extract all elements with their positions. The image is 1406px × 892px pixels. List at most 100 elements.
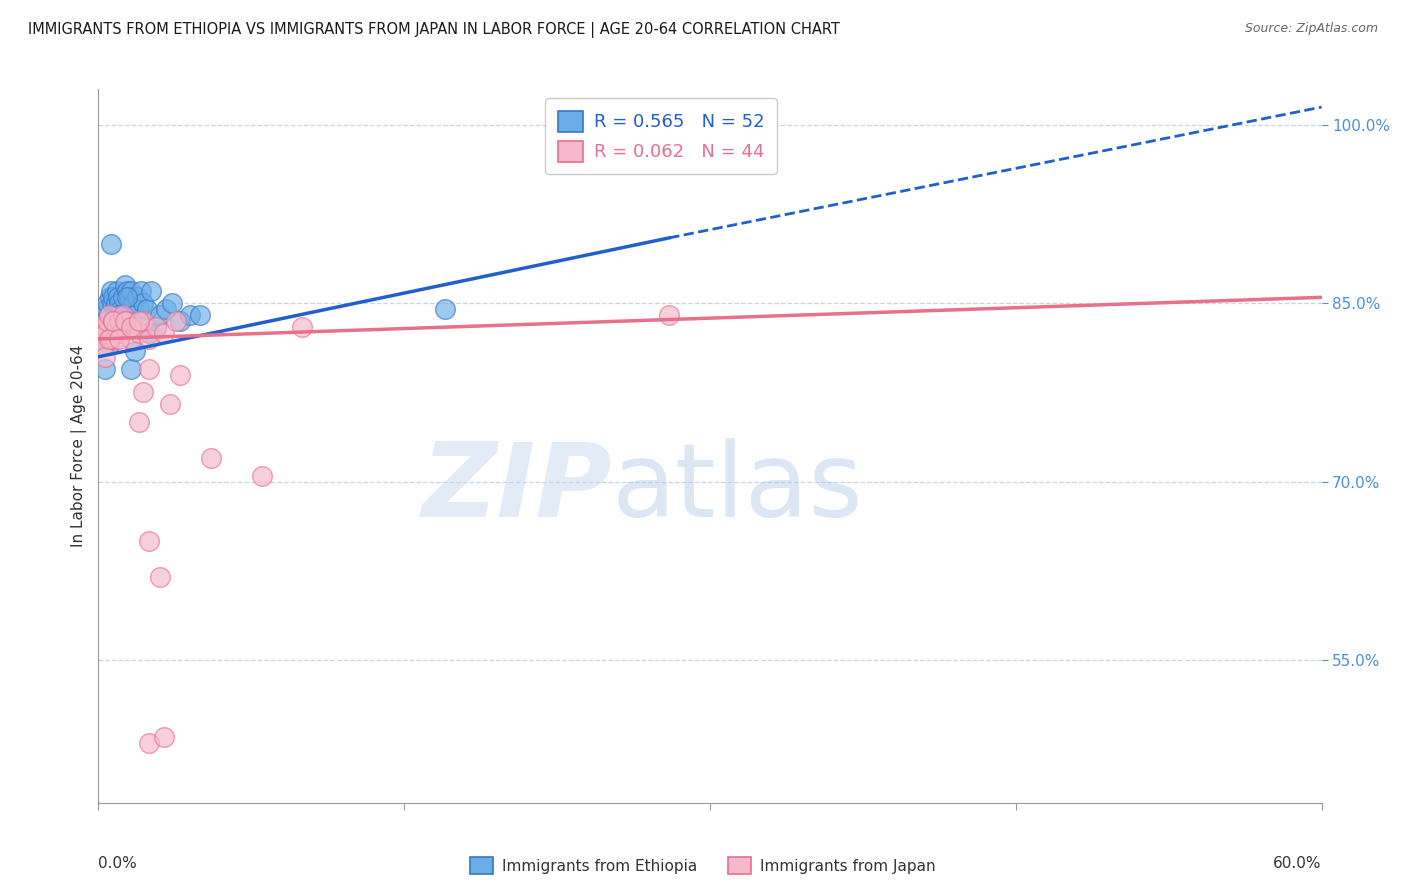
Point [94,326,117,340]
Point [169,368,191,382]
Point [138,361,160,376]
Point [132,385,155,400]
Legend: R = 0.565   N = 52, R = 0.062   N = 44: R = 0.565 N = 52, R = 0.062 N = 44 [546,98,778,174]
Point [132,314,155,328]
Point [97,320,120,334]
Point [96,314,118,328]
Point [145,320,167,334]
Point [118,290,141,304]
Point [128,314,150,328]
Point [101,314,124,328]
Point [93,314,115,328]
Point [100,236,122,251]
Point [169,314,191,328]
Point [111,308,134,322]
Text: ZIP: ZIP [422,438,612,540]
Point [141,285,163,299]
Point [165,314,187,328]
Point [91,326,114,340]
Point [124,343,146,358]
Point [138,332,160,346]
Point [128,415,150,429]
Point [89,332,111,346]
Point [100,285,122,299]
Point [433,302,456,317]
Point [110,302,132,317]
Point [120,332,142,346]
Point [114,278,136,293]
Text: 0.0%: 0.0% [98,856,138,871]
Point [149,570,172,584]
Point [114,314,136,328]
Point [124,320,146,334]
Point [250,468,273,483]
Point [108,308,131,322]
Point [152,326,174,340]
Point [108,314,131,328]
Y-axis label: In Labor Force | Age 20-64: In Labor Force | Age 20-64 [72,345,87,547]
Point [97,338,120,352]
Point [120,285,142,299]
Point [129,285,152,299]
Point [108,296,131,310]
Point [136,302,159,317]
Point [110,326,132,340]
Point [97,308,120,322]
Point [98,290,121,304]
Point [155,302,177,317]
Point [90,320,112,334]
Point [104,326,127,340]
Point [128,302,150,317]
Point [160,296,183,310]
Point [291,320,314,334]
Point [93,361,115,376]
Point [90,320,112,334]
Point [108,332,131,346]
Point [105,320,128,334]
Point [93,326,115,340]
Point [138,326,160,340]
Point [101,314,124,328]
Point [122,296,145,310]
Point [138,534,160,549]
Point [100,296,122,310]
Point [94,302,117,317]
Point [101,290,124,304]
Point [111,290,134,304]
Point [104,314,127,328]
Text: IMMIGRANTS FROM ETHIOPIA VS IMMIGRANTS FROM JAPAN IN LABOR FORCE | AGE 20-64 COR: IMMIGRANTS FROM ETHIOPIA VS IMMIGRANTS F… [28,22,839,38]
Point [149,308,172,322]
Point [127,290,149,304]
Point [115,285,138,299]
Point [89,332,111,346]
Point [200,450,222,465]
Point [100,332,122,346]
Point [93,320,115,334]
Point [93,338,115,352]
Point [132,296,155,310]
Point [115,290,138,304]
Point [96,296,118,310]
Text: atlas: atlas [612,438,863,540]
Point [111,314,134,328]
Point [159,397,181,411]
Point [152,731,174,745]
Point [188,308,212,322]
Point [179,308,201,322]
Point [104,332,127,346]
Text: 60.0%: 60.0% [1274,856,1322,871]
Point [124,308,146,322]
Point [91,308,114,322]
Text: Source: ZipAtlas.com: Source: ZipAtlas.com [1244,22,1378,36]
Point [97,308,120,322]
Point [120,361,142,376]
Point [104,296,127,310]
Point [97,332,120,346]
Point [658,308,681,322]
Point [145,320,167,334]
Legend: Immigrants from Ethiopia, Immigrants from Japan: Immigrants from Ethiopia, Immigrants fro… [464,851,942,880]
Point [128,326,150,340]
Point [128,320,150,334]
Point [103,308,125,322]
Point [93,350,115,364]
